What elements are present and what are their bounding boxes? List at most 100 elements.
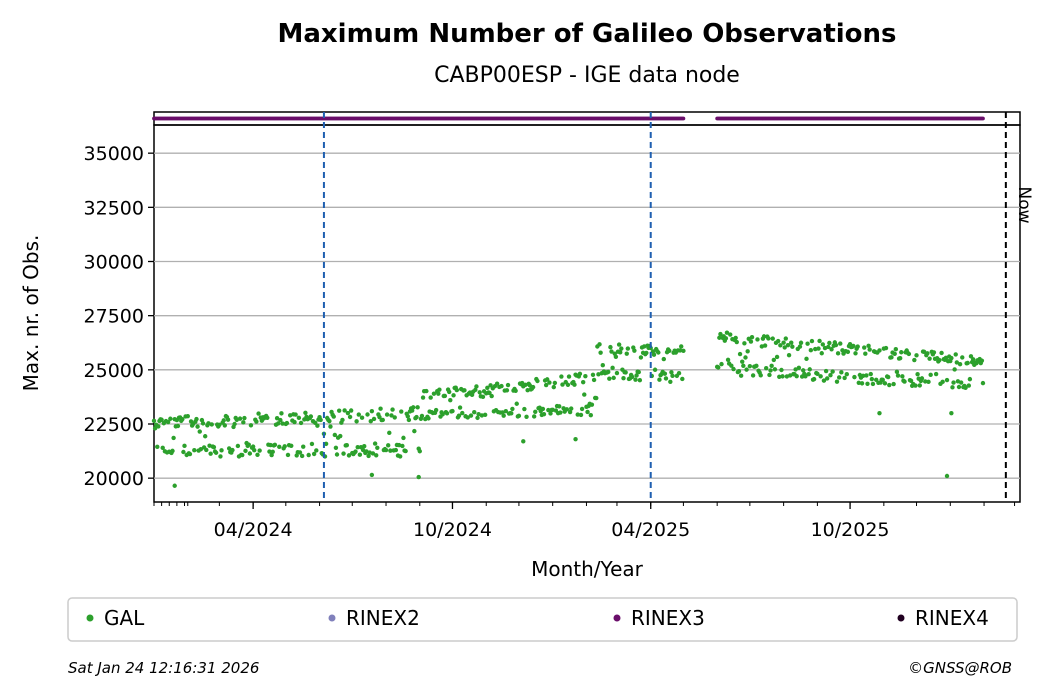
gal-point (853, 351, 858, 356)
gal-point (611, 375, 616, 381)
gal-point (390, 407, 395, 412)
gal-point (522, 406, 527, 412)
gal-point (923, 379, 928, 384)
gal-point (966, 383, 972, 388)
gal-point (625, 346, 631, 351)
gal-point (578, 412, 584, 418)
gal-point (357, 452, 363, 457)
rinex3-mark (681, 116, 686, 121)
gal-point (745, 349, 750, 354)
gal-point (725, 357, 731, 363)
gal-point (460, 410, 465, 416)
gal-point (489, 393, 494, 399)
gal-point (566, 374, 572, 379)
gal-point (900, 374, 905, 379)
gal-point (181, 449, 186, 455)
gal-point (371, 416, 377, 422)
gal-point (327, 418, 332, 424)
legend-label-rinex2: RINEX2 (346, 606, 420, 630)
gal-point (865, 381, 870, 386)
gal-point (362, 443, 367, 449)
gal-point (680, 376, 685, 382)
gal-point (254, 419, 259, 424)
gal-point (633, 377, 638, 382)
gal-point (204, 447, 209, 453)
gal-point (656, 350, 661, 355)
gal-point (348, 408, 354, 413)
gal-point (793, 367, 798, 372)
gal-point (949, 410, 954, 416)
gal-point (804, 356, 809, 362)
gal-point (468, 413, 474, 418)
gal-point (914, 353, 919, 358)
gal-point (346, 453, 352, 458)
gal-point (514, 401, 519, 406)
gal-point (668, 379, 673, 385)
gal-point (585, 409, 590, 415)
gal-point (919, 376, 925, 381)
event-lines: Now (322, 112, 1034, 502)
gal-point (548, 411, 553, 416)
gal-point (306, 452, 311, 458)
gal-point (247, 451, 253, 456)
gal-point (444, 411, 450, 416)
gal-point (268, 442, 273, 448)
gal-point (272, 442, 278, 447)
gal-point (786, 352, 792, 358)
gal-point (949, 355, 954, 361)
gal-point (794, 373, 799, 379)
gal-point (616, 342, 622, 347)
gal-point (747, 363, 753, 369)
gal-point (828, 373, 833, 378)
gal-point (340, 417, 345, 423)
gal-point (226, 446, 232, 451)
gal-point (736, 368, 742, 374)
gal-point (956, 384, 962, 390)
gal-point (442, 393, 448, 399)
gal-point (742, 341, 747, 346)
gal-point (892, 351, 897, 357)
gal-point (156, 424, 161, 429)
gal-point (255, 452, 260, 458)
legend-label-rinex4: RINEX4 (915, 606, 989, 630)
gal-point (749, 334, 755, 340)
gal-point (280, 421, 285, 426)
gal-point (411, 405, 416, 410)
gal-point (830, 369, 835, 374)
gal-point (384, 412, 390, 417)
gal-point (897, 356, 903, 361)
gal-point (279, 411, 284, 416)
gal-point (301, 444, 306, 449)
gal-point (369, 472, 375, 478)
gal-point (293, 412, 298, 417)
gal-point (597, 342, 602, 347)
gal-point (420, 395, 426, 400)
gal-point (171, 435, 176, 441)
gal-point (915, 371, 920, 377)
gal-point (426, 416, 431, 421)
gal-point (282, 444, 287, 449)
rinex3-mark (981, 116, 985, 121)
gal-point (960, 355, 965, 360)
gal-point (237, 416, 243, 421)
gal-point (285, 452, 291, 458)
gal-point (734, 339, 739, 345)
gal-point (558, 410, 563, 415)
gal-point (768, 368, 773, 373)
gal-point (155, 444, 160, 450)
gal-point (187, 451, 193, 457)
gal-point (550, 407, 555, 413)
gal-point (378, 406, 383, 411)
gal-point (670, 373, 675, 379)
gal-point (899, 350, 904, 355)
gal-point (719, 361, 724, 367)
gal-point (623, 370, 628, 375)
gal-point (400, 443, 405, 449)
gal-point (657, 377, 662, 382)
gal-point (209, 422, 214, 427)
gal-point (308, 414, 314, 419)
gal-point (462, 388, 467, 393)
legend-label-gal: GAL (104, 606, 145, 630)
gal-point (448, 397, 453, 403)
gal-point (763, 365, 769, 371)
